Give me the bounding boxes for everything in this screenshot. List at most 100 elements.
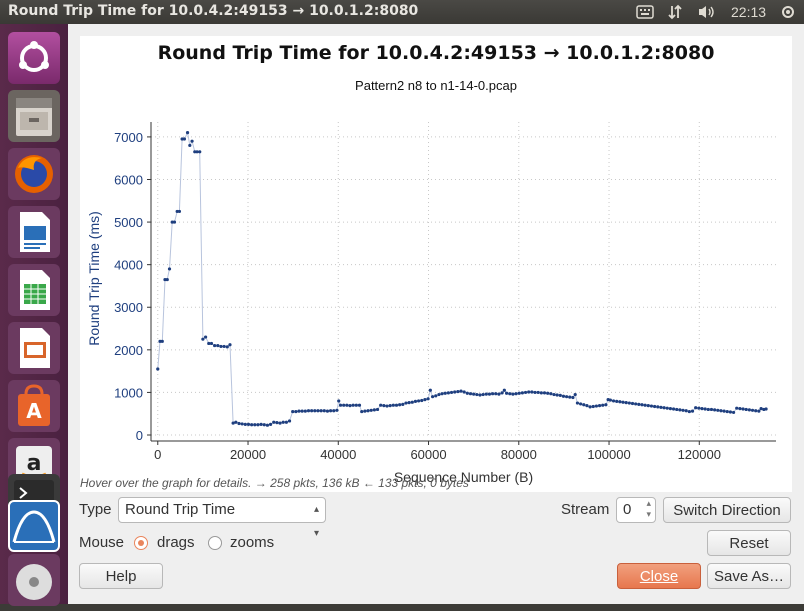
data-point — [523, 390, 528, 395]
data-point — [391, 403, 395, 407]
data-point — [530, 390, 534, 394]
y-tick-label: 7000 — [114, 130, 143, 145]
x-tick-label: 20000 — [230, 447, 266, 462]
data-point — [709, 407, 714, 412]
data-point — [571, 395, 575, 400]
data-point — [668, 406, 673, 411]
save-as-button[interactable]: Save As… — [707, 563, 791, 589]
rtt-chart[interactable]: 0 20000 40000 60000 80000 100000 120000 0 1000 20… — [80, 36, 792, 492]
data-point — [678, 408, 682, 412]
ubuntu-dash-icon[interactable] — [8, 32, 60, 84]
gear-power-icon[interactable] — [780, 4, 796, 23]
data-point — [443, 391, 447, 395]
data-point — [375, 407, 380, 412]
data-point — [201, 337, 205, 341]
data-point — [465, 391, 469, 395]
data-point — [615, 399, 619, 403]
svg-text:a: a — [27, 451, 42, 476]
data-point — [514, 392, 518, 396]
data-point — [627, 401, 631, 405]
stream-label: Stream — [561, 501, 610, 518]
writer-icon[interactable] — [8, 206, 60, 258]
data-point — [687, 409, 691, 414]
data-point — [585, 404, 589, 408]
data-point — [385, 404, 389, 408]
close-button[interactable]: Close — [617, 563, 701, 589]
data-point — [552, 392, 556, 397]
data-point — [640, 403, 644, 407]
data-point — [764, 407, 768, 411]
impress-icon[interactable] — [8, 322, 60, 374]
data-point — [539, 391, 543, 395]
data-point — [190, 139, 194, 143]
data-point — [348, 404, 352, 408]
data-point — [306, 409, 311, 413]
data-point — [225, 345, 229, 349]
dvd-icon[interactable] — [8, 554, 60, 606]
data-point — [237, 421, 241, 426]
type-combo[interactable]: Round Trip Time ▴ ▾ — [118, 497, 326, 539]
data-point — [275, 421, 279, 425]
data-point — [297, 409, 301, 413]
data-point — [250, 423, 254, 427]
spin-arrows-icon[interactable]: ▴ ▾ — [646, 498, 651, 519]
switch-direction-button[interactable]: Switch Direction — [663, 497, 791, 523]
chart-subtitle: Pattern2 n8 to n1-14-0.pcap — [355, 78, 517, 93]
data-point — [313, 409, 317, 413]
data-point — [278, 421, 282, 425]
firefox-icon[interactable] — [8, 148, 60, 200]
x-tick-label: 120000 — [678, 447, 721, 462]
help-button[interactable]: Help — [79, 563, 163, 589]
drags-radio[interactable] — [134, 536, 148, 550]
data-point — [542, 391, 547, 395]
data-point — [446, 391, 450, 395]
data-point — [511, 392, 515, 396]
files-icon[interactable] — [8, 90, 60, 142]
data-point — [410, 400, 414, 404]
volume-icon[interactable] — [697, 4, 717, 23]
data-point — [268, 422, 273, 426]
data-point — [407, 401, 411, 405]
reset-button[interactable]: Reset — [707, 530, 791, 556]
series-line — [157, 131, 767, 426]
clock[interactable]: 22:13 — [731, 4, 767, 20]
y-tick-label: 0 — [136, 428, 143, 443]
data-point — [207, 341, 211, 346]
data-point — [604, 403, 608, 407]
calc-icon[interactable] — [8, 264, 60, 316]
zooms-label: zooms — [230, 534, 275, 551]
data-point — [204, 335, 208, 339]
data-point — [491, 392, 495, 396]
data-point — [588, 405, 592, 409]
data-point — [259, 422, 263, 426]
data-point — [379, 403, 383, 407]
data-point — [481, 392, 485, 397]
stream-spinbox[interactable]: 0 ▴ ▾ — [616, 497, 656, 523]
data-point — [468, 392, 473, 396]
data-point — [536, 390, 540, 395]
data-point — [240, 422, 244, 426]
x-tick-label: 40000 — [320, 447, 356, 462]
data-point — [671, 407, 676, 411]
data-point — [360, 409, 364, 414]
data-point — [484, 392, 488, 396]
zooms-radio[interactable] — [208, 536, 222, 550]
data-point — [440, 392, 444, 396]
data-point — [388, 404, 392, 408]
data-point — [573, 392, 577, 397]
wireshark-icon[interactable] — [8, 500, 60, 552]
data-point — [177, 209, 182, 214]
data-point — [697, 406, 701, 410]
data-point — [744, 407, 748, 412]
plot-area[interactable]: Round Trip Time for 10.0.4.2:49153 → 10.… — [80, 36, 792, 492]
data-point — [430, 395, 435, 399]
data-point — [722, 409, 726, 413]
info-text: Hover over the graph for details. → 258 … — [80, 476, 469, 490]
top-panel: Round Trip Time for 10.0.4.2:49153 → 10.… — [0, 0, 804, 24]
software-center-icon[interactable]: A — [8, 380, 60, 432]
keyboard-icon[interactable] — [636, 4, 654, 23]
data-point — [456, 389, 460, 394]
network-arrows-icon[interactable] — [667, 4, 683, 23]
data-point — [533, 390, 537, 395]
data-point — [713, 408, 717, 412]
